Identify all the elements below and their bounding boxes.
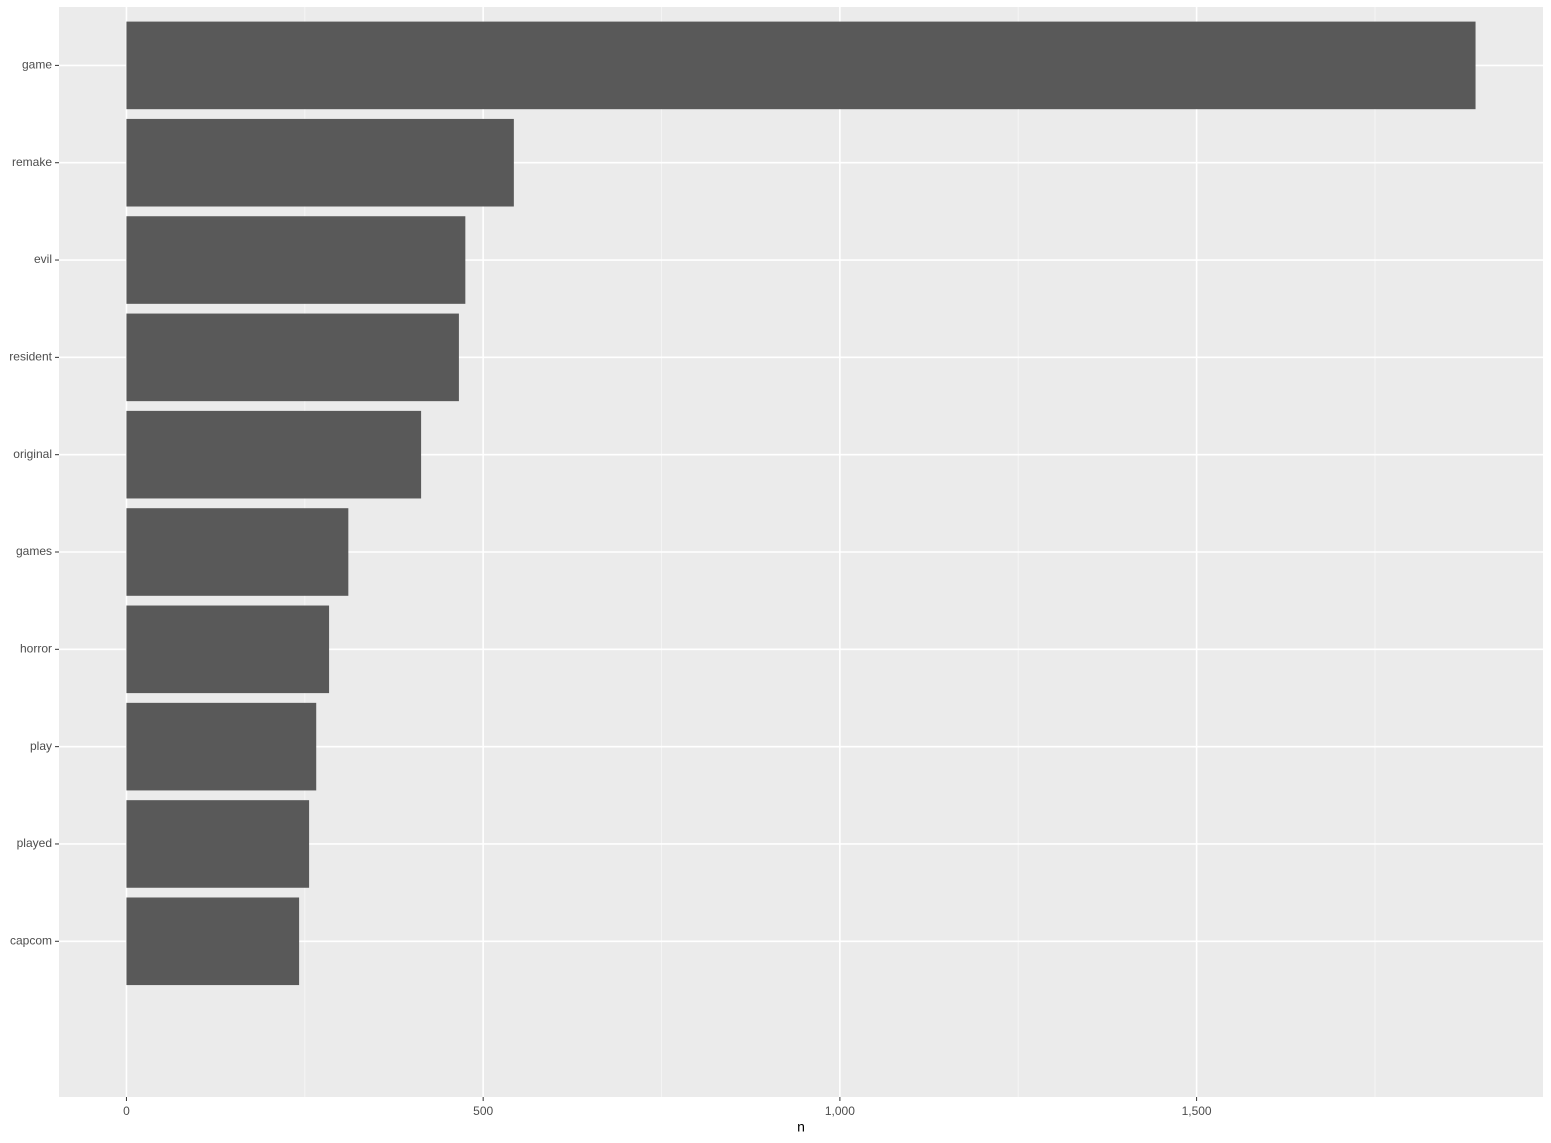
y-tick-label: games <box>16 544 52 558</box>
bar <box>126 800 310 888</box>
y-tick-label: original <box>13 447 52 461</box>
bar <box>126 313 459 402</box>
x-tick-label: 1,500 <box>1182 1104 1212 1118</box>
y-tick-label: resident <box>9 350 52 364</box>
bar <box>126 118 514 207</box>
y-tick-label: game <box>22 58 52 72</box>
y-tick-label: remake <box>12 155 52 169</box>
bar <box>126 897 300 986</box>
x-tick-label: 1,000 <box>825 1104 855 1118</box>
x-tick-label: 500 <box>473 1104 493 1118</box>
bar <box>126 702 317 791</box>
y-tick-label: evil <box>34 252 52 266</box>
bar <box>126 410 422 499</box>
bar <box>126 508 349 596</box>
bar <box>126 605 330 694</box>
x-tick-label: 0 <box>123 1104 130 1118</box>
y-tick-label: capcom <box>10 933 52 947</box>
y-tick-label: played <box>17 836 52 850</box>
bar <box>126 216 466 304</box>
y-tick-label: horror <box>20 641 52 655</box>
y-tick-label: play <box>30 739 52 753</box>
x-axis-label: n <box>797 1119 805 1135</box>
bar <box>126 21 1476 110</box>
